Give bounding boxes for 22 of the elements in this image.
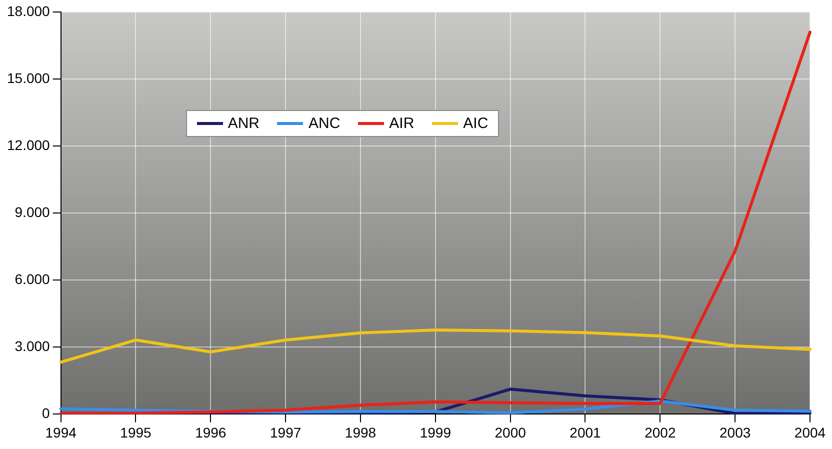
x-tick-label: 1997	[270, 424, 302, 440]
x-tick-label: 1999	[420, 424, 452, 440]
y-tick-label: 3.000	[14, 338, 50, 354]
x-tick-label: 2002	[644, 424, 676, 440]
x-tick-label: 1998	[344, 424, 376, 440]
legend-label: AIC	[463, 115, 488, 132]
x-tick-label: 2003	[720, 424, 751, 440]
y-tick-label: 15.000	[6, 70, 50, 86]
x-tick-label: 2000	[494, 424, 526, 440]
y-tick-label: 9.000	[14, 204, 50, 220]
x-tick-label: 2001	[570, 424, 602, 440]
y-tick-label: 0	[42, 405, 50, 422]
x-tick-label: 1994	[45, 424, 77, 440]
legend-label: AIR	[389, 115, 414, 132]
legend-label: ANC	[308, 115, 340, 132]
x-tick-label: 1995	[120, 424, 152, 440]
y-tick-label: 6.000	[14, 270, 50, 287]
y-tick-label: 18.000	[6, 2, 50, 19]
x-tick-label: 2004	[794, 424, 826, 440]
y-tick-label: 12.000	[6, 136, 50, 153]
x-tick-label: 1996	[195, 424, 226, 440]
legend-label: ANR	[228, 115, 260, 132]
